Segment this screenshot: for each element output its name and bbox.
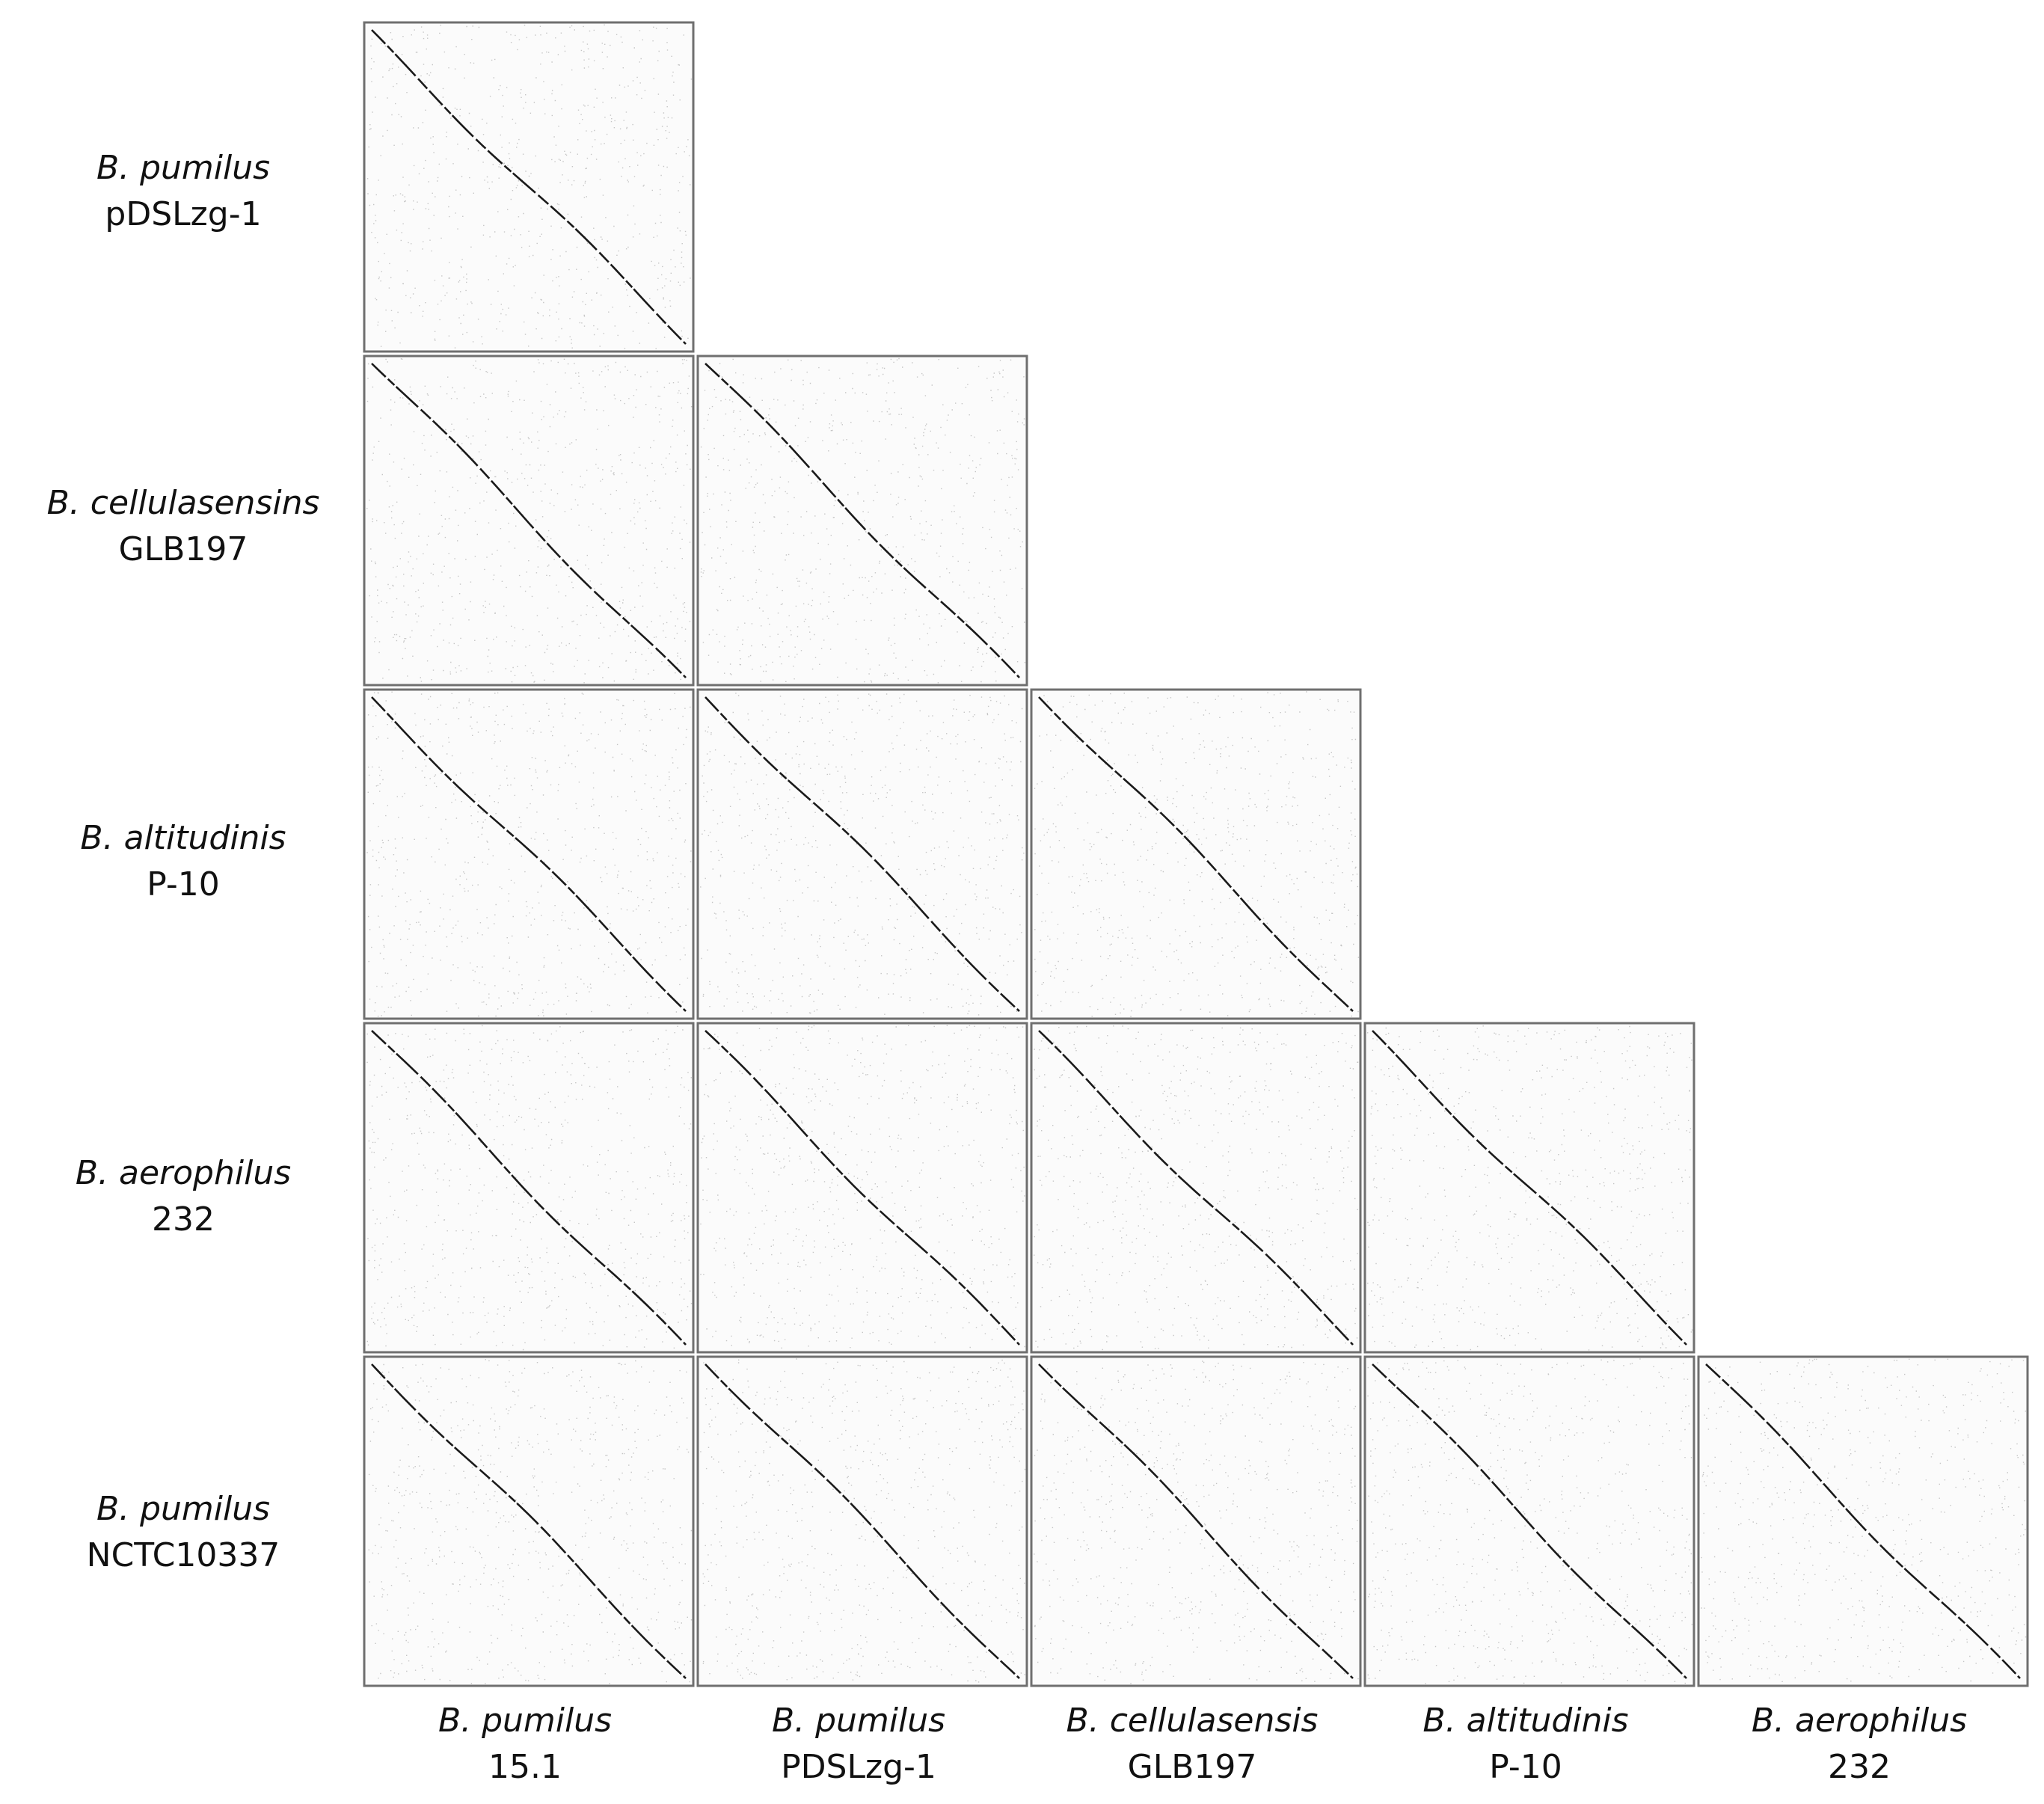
row-5-species: B. pumilus — [96, 1490, 271, 1528]
dotplot-panel-r3-c2 — [696, 688, 1028, 1020]
row-4-strain: 232 — [152, 1200, 215, 1239]
row-1-species: B. pumilus — [96, 149, 271, 187]
background-noise-dots — [368, 1359, 693, 1684]
row-3-species: B. altitudinis — [80, 819, 286, 857]
alignment-diagonal — [371, 363, 687, 678]
panel-border — [696, 1022, 1028, 1354]
panel-background — [1365, 1357, 1694, 1686]
panel-border — [1030, 1022, 1362, 1354]
alignment-diagonal — [371, 1363, 687, 1679]
panel-border — [1030, 1355, 1362, 1687]
background-noise-dots — [366, 691, 692, 1017]
alignment-diagonal — [1038, 1363, 1354, 1679]
background-noise-dots — [1034, 1025, 1359, 1351]
panel-border — [363, 1022, 695, 1354]
row-label-3: B. altitudinis P-10 — [7, 815, 359, 908]
row-1-strain: pDSLzg-1 — [105, 195, 262, 233]
dotplot-panel-r5-c3 — [1030, 1355, 1362, 1687]
row-label-4: B. aerophilus 232 — [7, 1150, 359, 1243]
col-label-1: B. pumilus 15.1 — [360, 1698, 690, 1791]
col-2-strain: PDSLzg-1 — [781, 1748, 936, 1786]
background-noise-dots — [1034, 1360, 1359, 1684]
row-5-strain: NCTC10337 — [86, 1536, 280, 1574]
col-4-strain: P-10 — [1489, 1748, 1562, 1786]
col-1-strain: 15.1 — [488, 1748, 562, 1786]
dotplot-panel-r2-c1 — [363, 355, 695, 687]
panel-border — [1363, 1022, 1695, 1354]
alignment-diagonal — [371, 1030, 687, 1346]
col-3-strain: GLB197 — [1127, 1748, 1257, 1786]
panel-background — [364, 1357, 693, 1686]
col-5-strain: 232 — [1828, 1748, 1891, 1786]
col-label-2: B. pumilus PDSLzg-1 — [694, 1698, 1023, 1791]
panel-background — [1031, 690, 1360, 1019]
alignment-diagonal — [1038, 1030, 1354, 1346]
dotplot-panel-r4-c2 — [696, 1022, 1028, 1354]
col-label-3: B. cellulasensis GLB197 — [1028, 1698, 1357, 1791]
dotplot-panel-r3-c3 — [1030, 688, 1362, 1020]
alignment-diagonal — [1372, 1363, 1687, 1679]
dotplot-panel-r1-c1 — [363, 21, 695, 353]
panel-background — [698, 1023, 1027, 1352]
alignment-diagonal — [1038, 696, 1354, 1012]
panel-border — [1363, 1355, 1695, 1687]
background-noise-dots — [366, 358, 693, 684]
panel-background — [364, 356, 693, 685]
col-label-4: B. altitudinis P-10 — [1361, 1698, 1690, 1791]
panel-border — [696, 1355, 1028, 1687]
panel-border — [363, 355, 695, 687]
dotplot-panel-r4-c3 — [1030, 1022, 1362, 1354]
background-noise-dots — [1701, 1358, 2027, 1682]
alignment-diagonal — [705, 696, 1020, 1012]
panel-border — [363, 21, 695, 353]
panel-border — [363, 1355, 695, 1687]
panel-background — [698, 690, 1027, 1019]
row-label-2: B. cellulasensins GLB197 — [7, 480, 359, 573]
col-2-species: B. pumilus — [771, 1702, 946, 1740]
background-noise-dots — [366, 1025, 693, 1351]
background-noise-dots — [366, 24, 693, 349]
col-1-species: B. pumilus — [438, 1702, 613, 1740]
background-noise-dots — [700, 358, 1026, 684]
background-noise-dots — [700, 1358, 1026, 1683]
row-2-strain: GLB197 — [118, 530, 248, 568]
background-noise-dots — [700, 693, 1025, 1016]
panel-background — [698, 1357, 1027, 1686]
col-3-species: B. cellulasensis — [1066, 1702, 1319, 1740]
panel-border — [363, 688, 695, 1020]
alignment-diagonal — [705, 1030, 1020, 1346]
panel-border — [696, 688, 1028, 1020]
panel-border — [1697, 1355, 2029, 1687]
alignment-diagonal — [371, 29, 687, 345]
alignment-diagonal — [371, 696, 687, 1012]
col-5-species: B. aerophilus — [1751, 1702, 1968, 1740]
row-label-5: B. pumilus NCTC10337 — [7, 1486, 359, 1579]
background-noise-dots — [700, 1025, 1025, 1349]
dotplot-panel-r5-c1 — [363, 1355, 695, 1687]
row-4-species: B. aerophilus — [75, 1154, 292, 1192]
panel-background — [1031, 1023, 1360, 1352]
dotplot-panel-r3-c1 — [363, 688, 695, 1020]
dotplot-panel-r5-c4 — [1363, 1355, 1695, 1687]
background-noise-dots — [1034, 691, 1360, 1017]
col-4-species: B. altitudinis — [1422, 1702, 1629, 1740]
panel-border — [696, 355, 1028, 687]
panel-background — [1031, 1357, 1360, 1686]
alignment-diagonal — [705, 1363, 1020, 1679]
panel-border — [1030, 688, 1362, 1020]
dotplot-panel-r5-c5 — [1697, 1355, 2029, 1687]
row-2-species: B. cellulasensins — [46, 484, 320, 522]
row-label-1: B. pumilus pDSLzg-1 — [7, 145, 359, 238]
alignment-diagonal — [705, 363, 1020, 678]
row-3-strain: P-10 — [147, 865, 220, 903]
background-noise-dots — [1367, 1358, 1693, 1684]
dotplot-panel-r4-c1 — [363, 1022, 695, 1354]
dotplot-panel-r4-c4 — [1363, 1022, 1695, 1354]
dotplot-panel-r2-c2 — [696, 355, 1028, 687]
alignment-diagonal — [1372, 1030, 1687, 1346]
dotplot-panel-r5-c2 — [696, 1355, 1028, 1687]
alignment-diagonal — [1705, 1363, 2021, 1679]
col-label-5: B. aerophilus 232 — [1695, 1698, 2024, 1791]
